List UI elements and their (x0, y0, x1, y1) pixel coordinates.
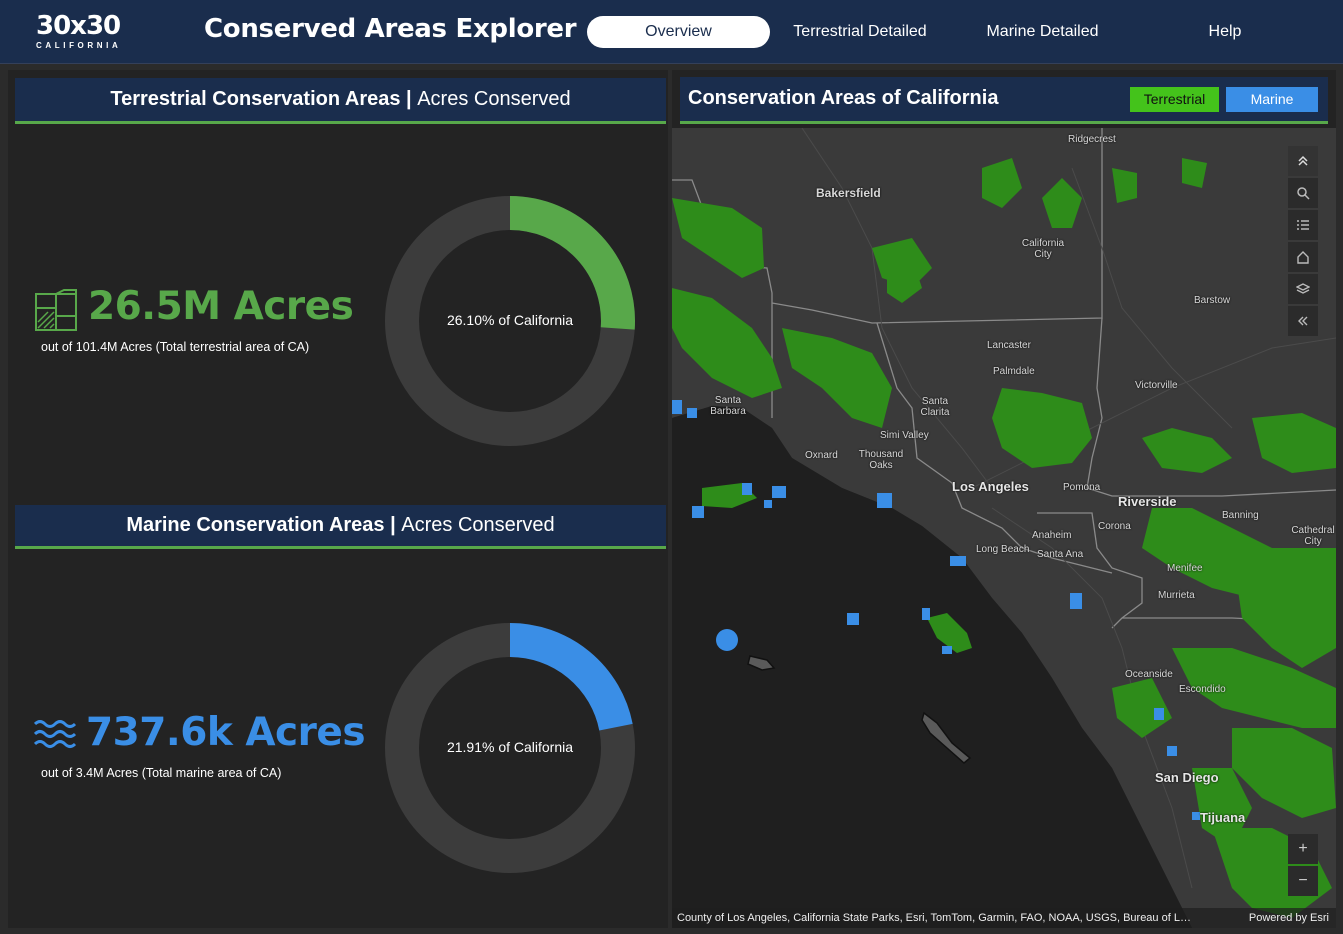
tab-overview[interactable]: Overview (587, 16, 770, 48)
city-label-long-beach: Long Beach (976, 544, 1030, 555)
city-label-santa-clarita: Santa Clarita (920, 396, 950, 418)
marine-areas (672, 400, 1200, 820)
map-title: Conservation Areas of California (688, 87, 999, 109)
city-label-los-angeles: Los Angeles (952, 479, 1029, 494)
terrestrial-donut-chart[interactable]: 26.10% of California (383, 194, 637, 448)
legend-marine[interactable]: Marine (1226, 87, 1318, 112)
city-label-barstow: Barstow (1194, 295, 1231, 306)
city-label-ridgecrest: Ridgecrest (1068, 134, 1116, 145)
city-label-simi-valley: Simi Valley (880, 430, 929, 441)
marine-header-title: Marine Conservation Areas (126, 514, 385, 536)
city-label-california-city: California City (1021, 238, 1065, 260)
island-catalina (927, 613, 972, 653)
map-attribution-bar: County of Los Angeles, California State … (672, 908, 1336, 928)
zoom-out-button[interactable]: − (1288, 866, 1318, 896)
tab-marine-detailed[interactable]: Marine Detailed (986, 23, 1099, 40)
city-label-oceanside: Oceanside (1125, 669, 1173, 680)
top-bar: 30x30 CALIFORNIA Conserved Areas Explore… (0, 0, 1343, 64)
city-label-oxnard: Oxnard (805, 450, 838, 461)
city-label-pomona: Pomona (1063, 482, 1101, 493)
city-label-santa-barbara: Santa Barbara (710, 395, 746, 417)
legend-terrestrial[interactable]: Terrestrial (1130, 87, 1219, 112)
zoom-in-button[interactable]: + (1288, 834, 1318, 864)
city-label-thousand-oaks: Thousand Oaks (858, 449, 904, 471)
map-attribution[interactable]: County of Los Angeles, California State … (677, 912, 1191, 924)
map-canvas[interactable] (672, 128, 1336, 928)
layers-icon[interactable] (1288, 274, 1318, 304)
logo-main-text: 30x30 (36, 11, 121, 41)
home-icon[interactable] (1288, 242, 1318, 272)
city-label-escondido: Escondido (1179, 684, 1226, 695)
city-label-santa-ana: Santa Ana (1037, 549, 1084, 560)
land-area (672, 128, 1336, 928)
marine-donut-chart[interactable]: 21.91% of California (383, 621, 637, 875)
marine-donut-arc[interactable] (509, 623, 633, 731)
terrestrial-acres-value: 26.5M Acres (88, 284, 354, 329)
land-parcel-icon (35, 289, 77, 331)
terrestrial-areas (672, 158, 1336, 918)
city-label-bakersfield: Bakersfield (816, 186, 881, 200)
header-separator: | (384, 514, 402, 536)
expand-left-icon[interactable] (1288, 306, 1318, 336)
city-label-murrieta: Murrieta (1158, 590, 1195, 601)
app-title: Conserved Areas Explorer (204, 14, 577, 44)
terrestrial-header-title: Terrestrial Conservation Areas (110, 88, 401, 110)
header-separator: | (400, 88, 418, 110)
city-label-lancaster: Lancaster (987, 340, 1031, 351)
city-label-cathedral-city: Cathedral City (1291, 525, 1335, 547)
waves-icon (34, 720, 76, 748)
logo-30x30[interactable]: 30x30 CALIFORNIA (36, 12, 136, 52)
city-label-riverside: Riverside (1118, 494, 1177, 509)
city-label-menifee: Menifee (1167, 563, 1203, 574)
city-label-anaheim: Anaheim (1032, 530, 1072, 541)
terrestrial-donut-label: 26.10% of California (446, 312, 574, 328)
tab-terrestrial-detailed[interactable]: Terrestrial Detailed (793, 23, 927, 40)
terrestrial-panel-header: Terrestrial Conservation Areas | Acres C… (15, 78, 666, 124)
county-boundaries (672, 128, 1336, 629)
search-icon[interactable] (1288, 178, 1318, 208)
marine-panel-header: Marine Conservation Areas | Acres Conser… (15, 505, 666, 549)
marine-acres-subtext: out of 3.4M Acres (Total marine area of … (41, 766, 282, 780)
roads (801, 128, 1336, 889)
ocean-area (672, 406, 1192, 928)
city-label-tijuana: Tijuana (1200, 810, 1246, 825)
city-label-palmdale: Palmdale (993, 366, 1035, 377)
powered-by-esri[interactable]: Powered by Esri (1248, 912, 1329, 924)
city-label-victorville: Victorville (1135, 380, 1178, 391)
city-label-corona: Corona (1098, 521, 1131, 532)
terrestrial-acres-subtext: out of 101.4M Acres (Total terrestrial a… (41, 340, 310, 354)
city-label-banning: Banning (1222, 510, 1259, 521)
logo-sub-text: CALIFORNIA (36, 41, 122, 50)
terrestrial-header-subtitle: Acres Conserved (417, 88, 571, 110)
collapse-icon[interactable] (1288, 146, 1318, 176)
city-label-san-diego: San Diego (1155, 770, 1219, 785)
tab-help[interactable]: Help (1208, 23, 1242, 40)
islands (747, 655, 972, 764)
marine-donut-label: 21.91% of California (446, 739, 574, 755)
marine-header-subtitle: Acres Conserved (401, 514, 555, 536)
map-panel-header: Conservation Areas of California Terrest… (680, 77, 1328, 124)
conservation-map[interactable]: Ridgecrest Bakersfield California City B… (672, 128, 1336, 928)
terrestrial-donut-arc[interactable] (509, 196, 635, 330)
legend-list-icon[interactable] (1288, 210, 1318, 240)
marine-acres-value: 737.6k Acres (86, 710, 366, 755)
